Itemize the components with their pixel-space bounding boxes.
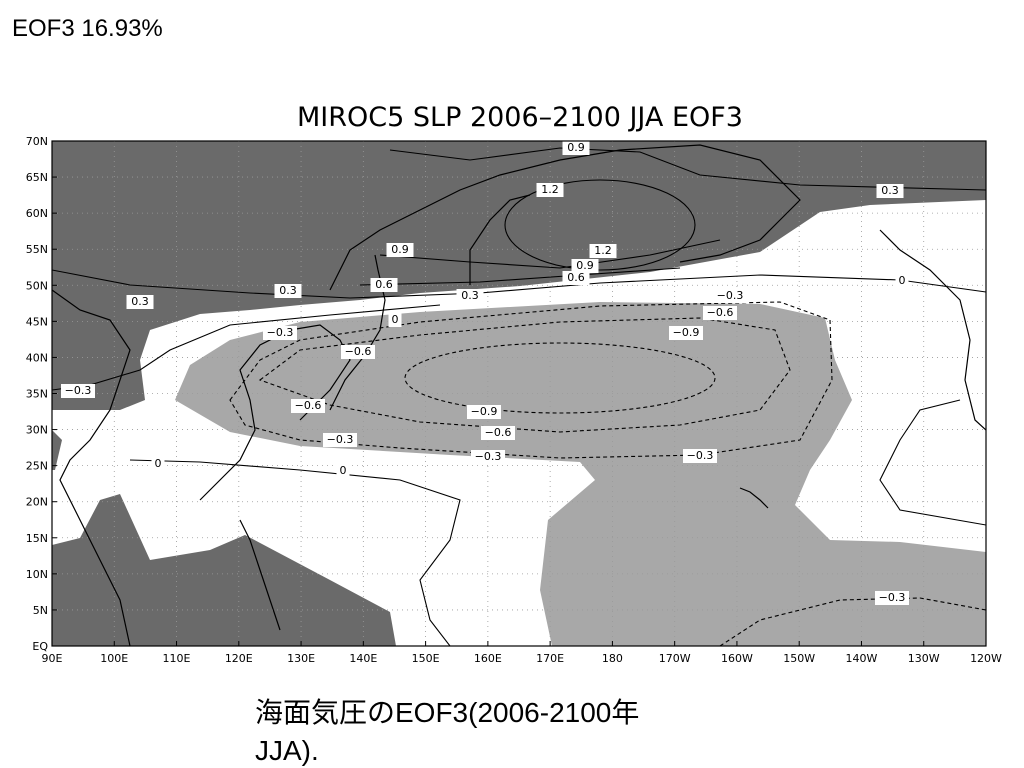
lon-label: 160E (474, 652, 502, 665)
contour-label: −0.3 (717, 289, 744, 302)
contour-label-bg (341, 345, 375, 359)
contour-label-bg (386, 243, 414, 257)
lat-label: 30N (26, 424, 48, 437)
lon-label: 120W (970, 652, 1002, 665)
contour-label: 0.3 (461, 289, 479, 302)
lat-label: 15N (26, 532, 48, 545)
contour-label: −0.6 (707, 306, 734, 319)
contour-label: 0.9 (391, 243, 409, 256)
contour-label: −0.3 (267, 326, 294, 339)
header-label: EOF3 16.93% (12, 15, 163, 42)
contour-label-bg (669, 326, 703, 340)
contour-label: 0 (155, 457, 162, 470)
lon-label: 140W (846, 652, 878, 665)
contour-label-bg (263, 326, 297, 340)
lat-label: 70N (26, 135, 48, 148)
contour-label: −0.3 (327, 433, 354, 446)
lat-label: 25N (26, 460, 48, 473)
contour-label-bg (895, 274, 909, 288)
dark-shade (52, 141, 986, 410)
lon-label: 170E (536, 652, 564, 665)
contour-label: 0.6 (567, 271, 585, 284)
contour-label: 0.3 (881, 184, 899, 197)
contour-label: −0.6 (345, 345, 372, 358)
lat-label: 35N (26, 388, 48, 401)
lat-label: 5N (33, 604, 48, 617)
contour-label-bg (562, 141, 590, 155)
contour-label-bg (336, 464, 350, 478)
lon-label: 110E (163, 652, 191, 665)
contour-label: 0.3 (131, 295, 149, 308)
caption-line: JJA). (255, 735, 319, 766)
lat-label: 65N (26, 171, 48, 184)
contour-label-bg (713, 289, 747, 303)
contour-label-bg (703, 306, 737, 320)
lon-label: 140E (349, 652, 377, 665)
contour-label-bg (875, 591, 909, 605)
contour-label: −0.6 (485, 426, 512, 439)
contour-label-bg (562, 271, 590, 285)
contour-label-bg (323, 433, 357, 447)
contour-label: 0 (340, 464, 347, 477)
lon-label: 170W (659, 652, 691, 665)
contour-label-bg (467, 405, 501, 419)
lat-label: EQ (32, 640, 48, 653)
contour-label-bg (274, 284, 302, 298)
contour-label-bg (683, 449, 717, 463)
lon-label: 130W (908, 652, 940, 665)
dark-shade (52, 430, 62, 470)
contour-label: −0.3 (687, 449, 714, 462)
contour-label: 0 (899, 274, 906, 287)
contour-label-bg (876, 184, 904, 198)
contour-label: −0.9 (673, 326, 700, 339)
contour-label-bg (536, 183, 564, 197)
contour-label-bg (126, 295, 154, 309)
contour-label-bg (471, 450, 505, 464)
lon-label: 130E (287, 652, 315, 665)
contour-label: 0 (392, 313, 399, 326)
lat-label: 20N (26, 496, 48, 509)
contour-label: −0.9 (471, 405, 498, 418)
contour-label-bg (151, 457, 165, 471)
map-title: MIROC5 SLP 2006–2100 JJA EOF3 (297, 102, 743, 133)
contour-label-bg (388, 313, 402, 327)
caption-line: 海面気圧のEOF3(2006-2100年 (255, 697, 639, 728)
contour-label: 0.6 (375, 278, 393, 291)
contour-label-bg (61, 384, 95, 398)
lon-label: 160W (721, 652, 753, 665)
contour-label-bg (571, 259, 599, 273)
lat-label: 10N (26, 568, 48, 581)
map-area: 0.91.2 0.30.9 1.20.90.60.30.3 0.60.300−0.3−… (26, 135, 1002, 665)
contour-label-bg (589, 244, 617, 258)
lat-label: 40N (26, 351, 48, 364)
contour-label-bg (291, 399, 325, 413)
contour-label: 0.3 (279, 284, 297, 297)
contour-label-bg (370, 278, 398, 292)
contour-label-bg (456, 289, 484, 303)
lat-label: 45N (26, 315, 48, 328)
lon-label: 90E (42, 652, 63, 665)
contour-label: −0.3 (475, 450, 502, 463)
contour-label: 1.2 (541, 183, 559, 196)
light-shade (175, 302, 986, 646)
lat-label: 60N (26, 207, 48, 220)
contour-label: 1.2 (594, 244, 612, 257)
lon-label: 100E (100, 652, 128, 665)
lat-label: 55N (26, 243, 48, 256)
contour-label: −0.3 (65, 384, 92, 397)
contour-label-bg (481, 426, 515, 440)
dark-shade (52, 494, 396, 646)
lon-label: 180 (602, 652, 623, 665)
contour-label: 0.9 (576, 259, 594, 272)
contour-label: −0.6 (295, 399, 322, 412)
lon-label: 120E (225, 652, 253, 665)
lat-label: 50N (26, 279, 48, 292)
lon-label: 150W (783, 652, 815, 665)
contour-label: −0.3 (879, 591, 906, 604)
contour-label: 0.9 (567, 141, 585, 154)
lon-label: 150E (412, 652, 440, 665)
